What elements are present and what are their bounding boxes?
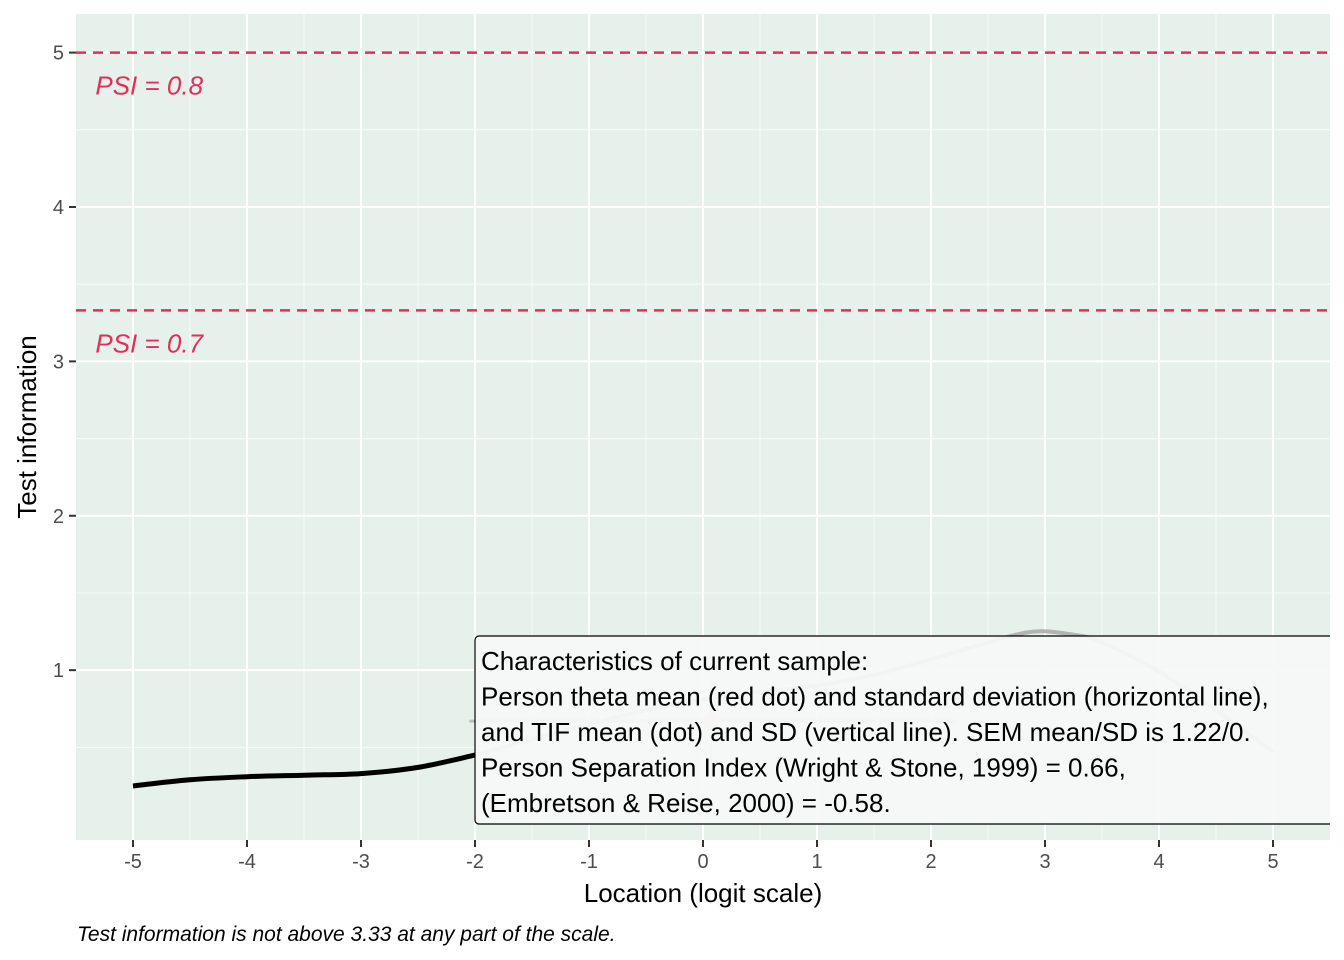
x-axis: -5 -4 -3 -2 -1 0 1 2 3 4 5 [124,840,1279,873]
y-tick-label: 1 [53,660,64,682]
info-box-background [474,635,1330,825]
x-tick-label: -2 [466,851,484,873]
psi-label: PSI = 0.7 [95,328,204,358]
x-tick-label: 1 [811,851,822,873]
x-tick-label: -1 [580,851,598,873]
psi-reference-lines: PSI = 0.8 PSI = 0.7 [76,51,1330,358]
x-tick-label: 3 [1039,851,1050,873]
x-tick-label: 4 [1153,851,1164,873]
x-tick-label: -3 [352,851,370,873]
y-tick-label: 3 [53,351,64,373]
sample-characteristics-box: Characteristics of current sample: Person… [474,635,1330,825]
info-box-line: (Embretson & Reise, 2000) = -0.58. [481,788,891,818]
info-box-line: and TIF mean (dot) and SD (vertical line… [481,717,1251,747]
y-axis: 1 2 3 4 5 [53,43,76,682]
info-box-line: Person Separation Index (Wright & Stone,… [481,753,1126,783]
x-axis-title: Location (logit scale) [584,878,822,908]
tif-curve-sample-range [132,752,476,789]
y-tick-label: 5 [53,43,64,65]
x-tick-label: 2 [925,851,936,873]
y-tick-label: 4 [53,197,64,219]
x-tick-label: -5 [124,851,142,873]
info-box-line: Person theta mean (red dot) and standard… [481,682,1269,712]
y-tick-label: 2 [53,506,64,528]
y-axis-title: Test information [12,335,42,519]
psi-label: PSI = 0.8 [95,71,203,101]
x-tick-label: 5 [1267,851,1278,873]
x-tick-label: 0 [697,851,708,873]
info-box-line: Characteristics of current sample: [481,646,868,676]
chart-caption: Test information is not above 3.33 at an… [77,923,616,946]
x-tick-label: -4 [238,851,256,873]
